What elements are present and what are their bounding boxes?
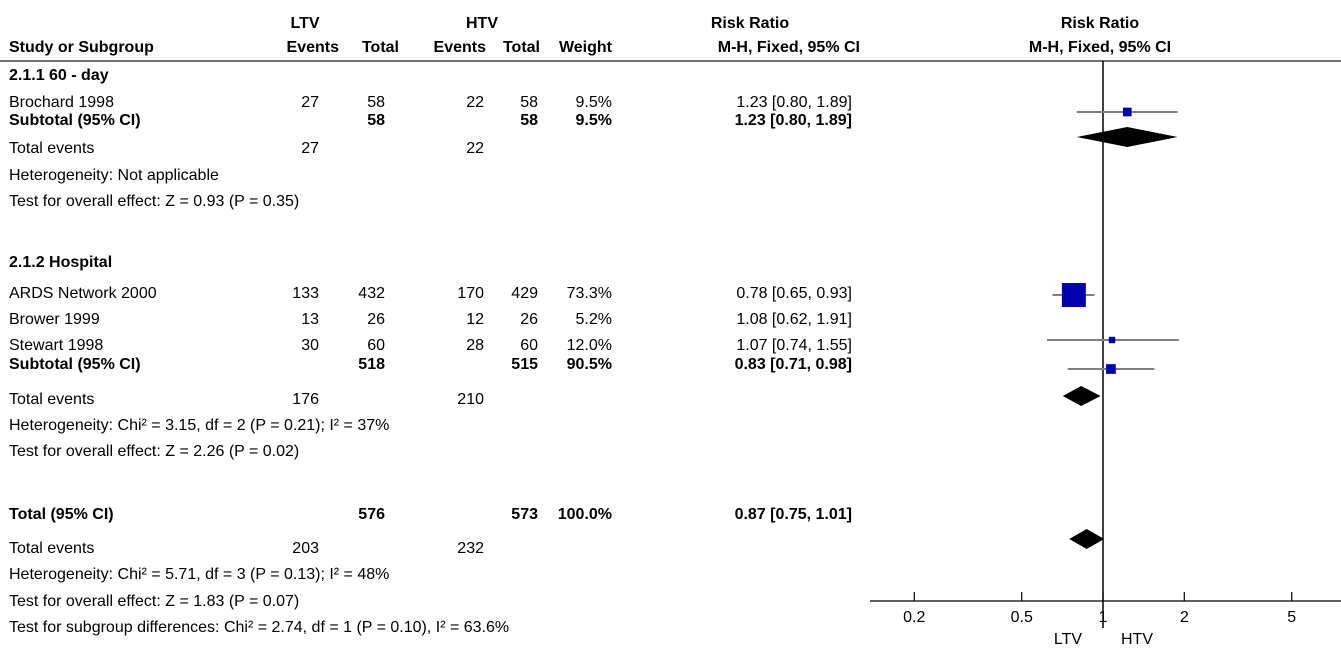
subtotal-ci: 1.23 [0.80, 1.89] bbox=[734, 112, 852, 129]
ci-value: 0.78 [0.65, 0.93] bbox=[736, 285, 852, 302]
total-events2: 22 bbox=[466, 140, 484, 157]
favours-right-label: HTV bbox=[1121, 631, 1153, 648]
subtotal-label: Subtotal (95% CI) bbox=[9, 356, 141, 373]
x-tick-label: 5 bbox=[1287, 609, 1296, 626]
study-name: Brower 1999 bbox=[9, 311, 100, 328]
summary-diamond bbox=[1062, 386, 1101, 406]
subtotal-label: Subtotal (95% CI) bbox=[9, 112, 141, 129]
subgroup-title: 2.1.1 60 - day bbox=[9, 67, 109, 84]
total-total2: 573 bbox=[511, 506, 538, 523]
weight-value: 9.5% bbox=[575, 94, 612, 111]
total-weight: 100.0% bbox=[557, 506, 612, 523]
ci-value: 1.08 [0.62, 1.91] bbox=[736, 311, 852, 328]
summary-diamond bbox=[1076, 127, 1178, 147]
summary-diamond bbox=[1069, 529, 1105, 549]
plot-title: Risk Ratio bbox=[1060, 15, 1140, 32]
total1-value: 26 bbox=[367, 311, 385, 328]
weight-value: 73.3% bbox=[566, 285, 612, 302]
plot-method-header: M-H, Fixed, 95% CI bbox=[1028, 39, 1172, 56]
total1-value: 432 bbox=[358, 285, 385, 302]
study-name: ARDS Network 2000 bbox=[9, 285, 157, 302]
total-total1: 576 bbox=[358, 506, 385, 523]
method-header: M-H, Fixed, 95% CI bbox=[717, 39, 860, 56]
total-events1: 27 bbox=[301, 140, 319, 157]
overall-effect-text: Test for overall effect: Z = 2.26 (P = 0… bbox=[9, 443, 300, 460]
total2-value: 58 bbox=[520, 94, 538, 111]
weight-header: Weight bbox=[558, 39, 612, 56]
overall-effect-text: Test for overall effect: Z = 0.93 (P = 0… bbox=[9, 193, 300, 210]
x-tick-label: 0.2 bbox=[903, 609, 925, 626]
subtotal-total1: 58 bbox=[367, 112, 385, 129]
total-events2: 210 bbox=[457, 391, 484, 408]
events2-value: 28 bbox=[466, 337, 484, 354]
events1-value: 13 bbox=[301, 311, 319, 328]
total-label: Total (95% CI) bbox=[9, 506, 114, 523]
events2-value: 22 bbox=[466, 94, 484, 111]
subgroup-title: 2.1.2 Hospital bbox=[9, 254, 113, 271]
events2-header: Events bbox=[433, 39, 486, 56]
subgroup-differences-text: Test for subgroup differences: Chi² = 2.… bbox=[9, 619, 510, 636]
total-ci: 0.87 [0.75, 1.01] bbox=[734, 506, 852, 523]
ci-value: 1.23 [0.80, 1.89] bbox=[736, 94, 852, 111]
events2-value: 12 bbox=[466, 311, 484, 328]
total2-value: 429 bbox=[511, 285, 538, 302]
total-events-label: Total events bbox=[9, 140, 95, 157]
effect-title: Risk Ratio bbox=[710, 15, 790, 32]
events1-value: 133 bbox=[292, 285, 319, 302]
total1-value: 58 bbox=[367, 94, 385, 111]
study-marker bbox=[1106, 364, 1116, 374]
total-events1: 203 bbox=[292, 540, 319, 557]
heterogeneity-text: Heterogeneity: Chi² = 3.15, df = 2 (P = … bbox=[9, 417, 390, 434]
weight-value: 12.0% bbox=[566, 337, 612, 354]
study-marker bbox=[1122, 107, 1132, 117]
total-events2: 232 bbox=[457, 540, 484, 557]
subtotal-weight: 90.5% bbox=[566, 356, 612, 373]
total2-value: 60 bbox=[520, 337, 538, 354]
subtotal-total2: 515 bbox=[511, 356, 538, 373]
study-marker bbox=[1108, 336, 1116, 344]
total2-value: 26 bbox=[520, 311, 538, 328]
weight-value: 5.2% bbox=[575, 311, 612, 328]
subtotal-ci: 0.83 [0.71, 0.98] bbox=[734, 356, 852, 373]
study-column-header: Study or Subgroup bbox=[9, 39, 154, 56]
subtotal-total2: 58 bbox=[520, 112, 538, 129]
x-tick-label: 1 bbox=[1099, 609, 1108, 626]
events1-header: Events bbox=[286, 39, 339, 56]
total2-header: Total bbox=[502, 39, 540, 56]
events2-value: 170 bbox=[457, 285, 484, 302]
study-name: Brochard 1998 bbox=[9, 94, 114, 111]
total1-header: Total bbox=[361, 39, 399, 56]
x-tick-label: 2 bbox=[1180, 609, 1189, 626]
ci-value: 1.07 [0.74, 1.55] bbox=[736, 337, 852, 354]
subtotal-total1: 518 bbox=[358, 356, 385, 373]
events1-value: 30 bbox=[301, 337, 319, 354]
group2-header: HTV bbox=[466, 15, 498, 32]
heterogeneity-text: Heterogeneity: Chi² = 5.71, df = 3 (P = … bbox=[9, 566, 390, 583]
total1-value: 60 bbox=[367, 337, 385, 354]
x-tick-label: 0.5 bbox=[1011, 609, 1033, 626]
group1-header: LTV bbox=[290, 15, 320, 32]
heterogeneity-text: Heterogeneity: Not applicable bbox=[9, 167, 219, 184]
total-events-label: Total events bbox=[9, 540, 95, 557]
total-events1: 176 bbox=[292, 391, 319, 408]
header-rule bbox=[0, 60, 1341, 62]
favours-left-label: LTV bbox=[1053, 631, 1083, 648]
study-marker bbox=[1061, 283, 1086, 307]
study-name: Stewart 1998 bbox=[9, 337, 104, 354]
events1-value: 27 bbox=[301, 94, 319, 111]
subtotal-weight: 9.5% bbox=[575, 112, 612, 129]
overall-effect-text: Test for overall effect: Z = 1.83 (P = 0… bbox=[9, 593, 300, 610]
total-events-label: Total events bbox=[9, 391, 95, 408]
